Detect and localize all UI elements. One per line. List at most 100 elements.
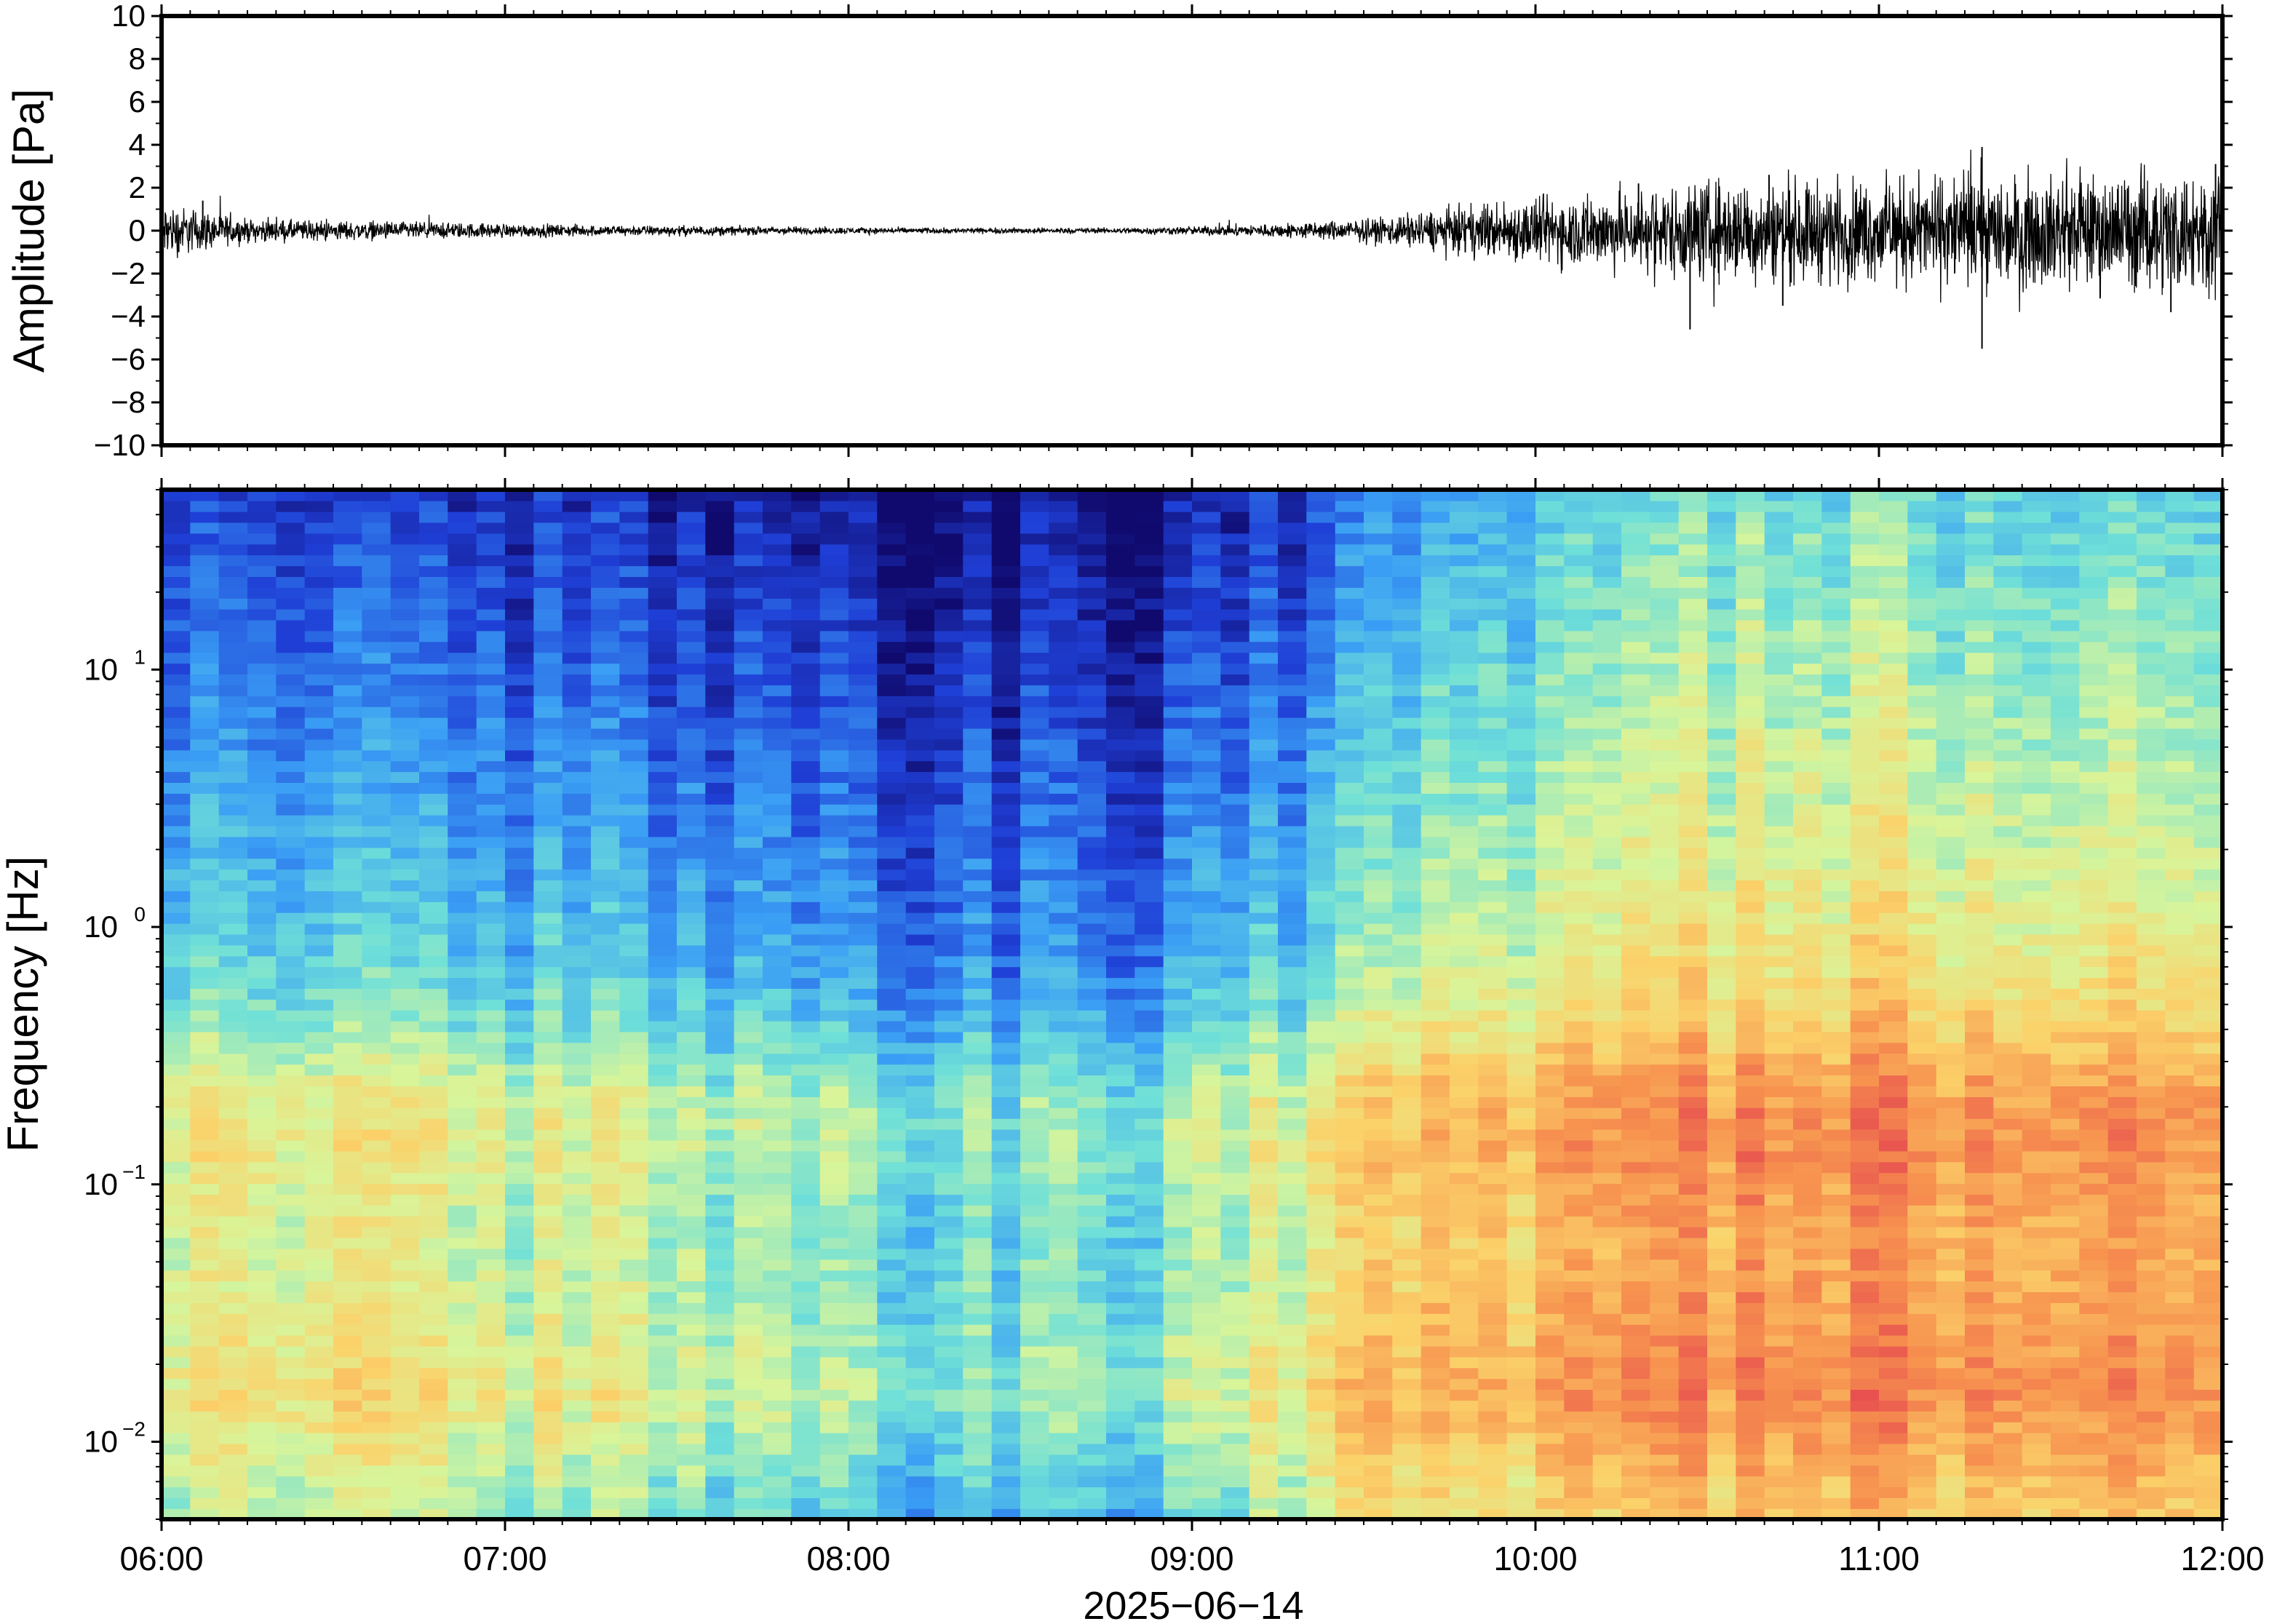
- spectrogram-cell: [1220, 1291, 1250, 1303]
- spectrogram-cell: [1364, 814, 1394, 827]
- spectrogram-cell: [677, 1020, 707, 1032]
- spectrogram-cell: [877, 858, 907, 870]
- spectrogram-cell: [677, 825, 707, 837]
- spectrogram-cell: [1506, 1270, 1536, 1282]
- spectrogram-cell: [1420, 717, 1450, 729]
- spectrogram-cell: [276, 999, 306, 1011]
- spectrogram-cell: [1392, 641, 1422, 653]
- spectrogram-cell: [648, 1020, 677, 1032]
- spectrogram-cell: [218, 1161, 248, 1174]
- spectrogram-cell: [190, 1139, 220, 1152]
- spectrogram-cell: [819, 1281, 849, 1292]
- spectrogram-cell: [905, 1389, 935, 1401]
- spectrogram-cell: [1249, 1389, 1279, 1401]
- spectrogram-cell: [276, 793, 306, 805]
- spectrogram-cell: [791, 1009, 821, 1022]
- spectrogram-cell: [734, 1215, 763, 1227]
- spectrogram-cell: [1106, 880, 1136, 891]
- spectrogram-cell: [791, 565, 821, 577]
- spectrogram-cell: [533, 1107, 563, 1119]
- spectrogram-cell: [677, 576, 707, 588]
- spectrogram-cell: [1450, 576, 1479, 588]
- spectrogram-cell: [218, 793, 248, 805]
- spectrogram-cell: [562, 619, 592, 632]
- spectrogram-cell: [562, 1086, 592, 1097]
- spectrogram-cell: [877, 685, 907, 696]
- spectrogram-cell: [247, 891, 277, 902]
- spectrogram-cell: [1564, 880, 1594, 891]
- spectrogram-cell: [448, 685, 477, 696]
- spectrogram-cell: [276, 977, 306, 989]
- spectrogram-cell: [1020, 944, 1050, 957]
- spectrogram-cell: [1592, 1313, 1622, 1325]
- spectrogram-cell: [991, 1389, 1021, 1401]
- spectrogram-cell: [1364, 923, 1394, 935]
- spectrogram-cell: [190, 1042, 220, 1054]
- spectrogram-cell: [1420, 663, 1450, 674]
- spectrogram-cell: [448, 1411, 477, 1422]
- spectrogram-cell: [476, 1476, 506, 1488]
- spectrogram-cell: [1535, 608, 1565, 621]
- spectrogram-cell: [1506, 1367, 1536, 1380]
- spectrogram-cell: [1621, 1226, 1651, 1238]
- spectrogram-cell: [734, 901, 763, 913]
- spectrogram-cell: [1506, 1020, 1536, 1032]
- spectrogram-cell: [362, 999, 392, 1011]
- spectrogram-cell: [591, 1086, 621, 1097]
- spectrogram-cell: [1134, 739, 1164, 751]
- spectrogram-cell: [1163, 847, 1193, 859]
- spectrogram-cell: [1049, 1064, 1078, 1076]
- spectrogram-cell: [1621, 1150, 1651, 1163]
- spectrogram-cell: [734, 717, 763, 729]
- spectrogram-cell: [304, 1139, 334, 1152]
- spectrogram-cell: [1420, 696, 1450, 707]
- spectrogram-cell: [276, 934, 306, 946]
- spectrogram-cell: [991, 1020, 1021, 1032]
- spectrogram-cell: [419, 1421, 449, 1433]
- spectrogram-cell: [1420, 1356, 1450, 1369]
- spectrogram-cell: [1163, 1172, 1193, 1185]
- spectrogram-cell: [619, 652, 649, 664]
- spectrogram-cell: [1506, 1432, 1536, 1444]
- spectrogram-cell: [705, 619, 735, 632]
- spectrogram-cell: [648, 977, 677, 989]
- spectrogram-cell: [1106, 1421, 1136, 1433]
- spectrogram-cell: [591, 1129, 621, 1141]
- spectrogram-cell: [1364, 619, 1394, 632]
- spectrogram-cell: [1077, 554, 1107, 567]
- spectrogram-cell: [1077, 1215, 1107, 1227]
- spectrogram-cell: [591, 1020, 621, 1032]
- spectrogram-cell: [648, 1291, 677, 1303]
- spectrogram-cell: [677, 1378, 707, 1390]
- spectrogram-cell: [1364, 1042, 1394, 1054]
- spectrogram-cell: [877, 782, 907, 794]
- spectrogram-cell: [705, 1064, 735, 1076]
- spectrogram-cell: [1163, 739, 1193, 751]
- spectrogram-cell: [1450, 1313, 1479, 1325]
- spectrogram-cell: [247, 1389, 277, 1401]
- spectrogram-cell: [190, 999, 220, 1011]
- spectrogram-cell: [619, 1183, 649, 1195]
- spectrogram-cell: [1592, 544, 1622, 556]
- spectrogram-cell: [1478, 544, 1508, 556]
- spectrogram-cell: [849, 1205, 878, 1217]
- waveform-y-tick-label: 6: [129, 84, 146, 119]
- spectrogram-cell: [934, 923, 964, 935]
- spectrogram-cell: [791, 630, 821, 642]
- spectrogram-cell: [276, 749, 306, 762]
- spectrogram-cell: [419, 1086, 449, 1097]
- spectrogram-cell: [763, 803, 792, 816]
- spectrogram-cell: [1278, 1389, 1308, 1401]
- spectrogram-cell: [1535, 1042, 1565, 1054]
- spectrogram-cell: [1392, 771, 1422, 783]
- spectrogram-cell: [1020, 891, 1050, 902]
- spectrogram-cell: [591, 685, 621, 696]
- spectrogram-cell: [791, 1248, 821, 1260]
- spectrogram-cell: [1564, 847, 1594, 859]
- spectrogram-cell: [190, 728, 220, 740]
- spectrogram-cell: [1049, 728, 1078, 740]
- spectrogram-cell: [1420, 1226, 1450, 1238]
- spectrogram-cell: [1220, 630, 1250, 642]
- spectrogram-cell: [991, 1215, 1021, 1227]
- spectrogram-cell: [1192, 533, 1222, 545]
